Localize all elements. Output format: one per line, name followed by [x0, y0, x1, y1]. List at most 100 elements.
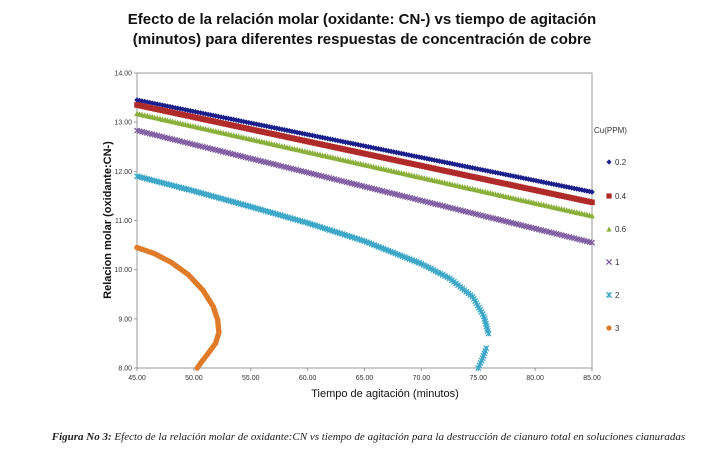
data-point-series-0.2	[159, 102, 166, 108]
data-point-series-0.2	[347, 140, 354, 146]
data-point-series-0.2	[502, 171, 509, 178]
data-point-series-0.2	[413, 153, 420, 160]
figure-caption: Figura No 3: Efecto de la relación molar…	[20, 430, 717, 444]
legend-entry-0.6: 0.6	[606, 225, 627, 234]
data-point-series-0.2	[324, 135, 331, 142]
data-point-series-0.2	[187, 108, 194, 114]
data-point-series-0.2	[495, 170, 501, 176]
data-point-series-0.2	[457, 162, 463, 169]
data-point-series-0.2	[426, 156, 433, 162]
data-point-series-0.2	[362, 143, 369, 150]
chart: Efecto de la relación molar (oxidante: C…	[102, 11, 627, 400]
data-point-series-1	[588, 239, 596, 246]
data-point-series-0.2	[446, 160, 453, 167]
data-point-series-0.2	[403, 151, 410, 158]
legend-entry-0.2: 0.2	[606, 158, 627, 167]
data-point-series-0.2	[151, 100, 158, 107]
caption-label: Figura No 3:	[51, 431, 112, 443]
data-point-series-0.2	[169, 104, 176, 111]
data-point-series-0.2	[418, 154, 425, 161]
data-point-series-0.2	[406, 152, 412, 158]
legend-label: 0.2	[615, 158, 627, 167]
data-point-series-0.2	[253, 121, 260, 127]
data-point-series-0.2	[383, 147, 389, 154]
data-point-series-0.2	[304, 131, 311, 138]
data-point-series-0.2	[429, 156, 435, 163]
data-point-series-0.2	[335, 137, 341, 144]
data-point-series-0.2	[434, 157, 440, 164]
data-point-series-0.2	[378, 146, 384, 153]
caption-text: Efecto de la relación molar de oxidante:…	[111, 431, 686, 443]
y-tick-label: 9.00	[118, 316, 132, 323]
y-tick-label: 13.00	[114, 120, 132, 127]
data-point-series-0.2	[398, 150, 405, 157]
data-point-series-0.2	[301, 131, 308, 137]
data-point-series-0.2	[296, 130, 303, 136]
data-point-series-0.2	[533, 177, 539, 184]
data-point-series-0.2	[164, 103, 171, 110]
data-point-series-0.2	[401, 151, 407, 157]
legend-marker	[606, 325, 612, 331]
data-point-series-0.2	[218, 114, 224, 120]
data-point-series-0.2	[312, 133, 318, 139]
x-tick-label: 80.00	[526, 375, 544, 382]
data-point-series-0.2	[421, 155, 428, 161]
data-point-series-0.6	[589, 212, 595, 219]
x-tick-label: 65.00	[356, 375, 374, 382]
data-point-series-0.2	[162, 102, 168, 109]
data-point-series-0.2	[515, 174, 522, 180]
legend-entry-2: 2	[605, 291, 620, 300]
x-tick-label: 75.00	[469, 375, 487, 382]
data-point-series-0.2	[375, 146, 382, 152]
data-point-series-0.2	[220, 114, 227, 121]
data-point-series-0.2	[373, 145, 379, 152]
legend-title: Cu(PPM)	[594, 126, 627, 135]
data-point-series-0.2	[256, 121, 262, 128]
legend: Cu(PPM) 0.2 0.4 0.6 1 2 3	[594, 126, 627, 333]
data-point-series-3	[194, 365, 201, 371]
legend-marker	[606, 226, 612, 232]
data-point-series-0.2	[505, 172, 511, 178]
data-point-series-0.2	[240, 118, 247, 125]
x-tick-label: 45.00	[128, 375, 146, 382]
y-tick-label: 10.00	[114, 267, 132, 274]
data-point-series-0.2	[408, 152, 415, 159]
data-point-series-0.2	[235, 117, 242, 124]
data-point-series-0.2	[225, 115, 232, 122]
data-point-series-0.2	[500, 171, 506, 177]
data-point-series-0.2	[309, 132, 316, 139]
series-3	[134, 244, 222, 371]
series-2	[133, 173, 492, 372]
data-point-series-0.2	[538, 178, 544, 185]
x-axis-ticks: 45.00 50.00 55.00 60.00 65.00 70.00 75.00 80.00…	[128, 368, 601, 382]
data-point-series-2	[483, 345, 490, 352]
legend-entry-1: 1	[605, 258, 620, 267]
series-0.6	[134, 110, 595, 219]
x-tick-label: 70.00	[413, 375, 431, 382]
x-axis-title: Tiempo de agitación (minutos)	[311, 388, 459, 400]
data-point-series-0.2	[322, 135, 328, 141]
data-point-series-0.2	[451, 161, 458, 168]
data-point-series-0.2	[352, 141, 359, 148]
series-0.2	[134, 97, 595, 195]
data-point-series-0.2	[355, 141, 361, 148]
data-point-series-0.2	[368, 144, 374, 151]
chart-title-line: Efecto de la relación molar (oxidante: C…	[128, 11, 596, 28]
data-point-series-0.2	[556, 182, 562, 189]
legend-marker	[605, 291, 613, 299]
data-point-series-0.2	[558, 183, 565, 189]
data-point-series-0.2	[454, 161, 461, 168]
data-point-series-0.2	[441, 159, 448, 165]
data-point-series-0.2	[185, 107, 191, 114]
legend-marker	[606, 193, 612, 199]
legend-label: 0.6	[615, 225, 627, 234]
data-point-series-0.2	[579, 187, 585, 193]
legend-label: 3	[615, 324, 620, 333]
data-point-series-0.2	[167, 103, 173, 110]
x-tick-label: 55.00	[242, 375, 260, 382]
data-point-series-0.2	[444, 159, 450, 166]
data-point-series-0.2	[545, 180, 552, 187]
data-point-series-0.2	[385, 148, 392, 154]
legend-entry-0.4: 0.4	[606, 192, 627, 201]
data-point-series-0.2	[568, 185, 575, 191]
